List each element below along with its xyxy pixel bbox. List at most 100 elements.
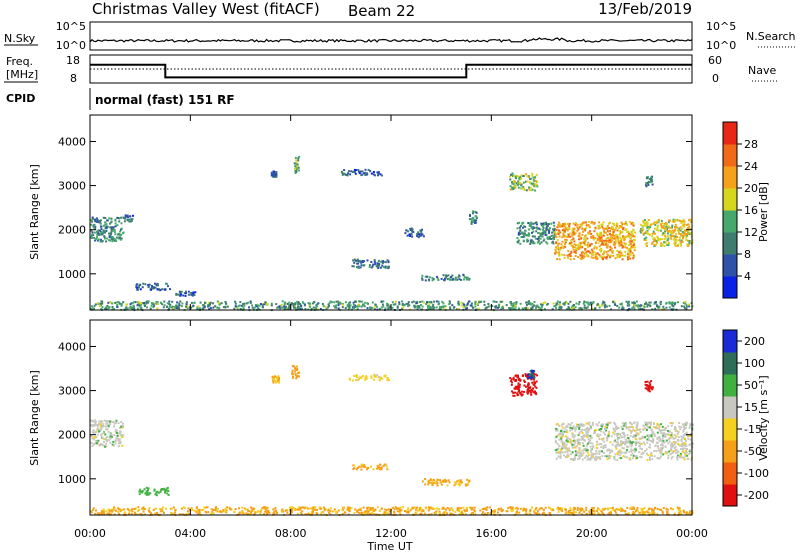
data-cell <box>564 238 566 241</box>
data-cell <box>272 175 275 178</box>
data-cell <box>362 506 365 509</box>
data-cell <box>608 456 611 459</box>
data-cell <box>181 513 184 516</box>
data-cell <box>523 379 526 382</box>
data-cell <box>143 302 146 304</box>
data-cell <box>531 172 534 175</box>
data-cell <box>558 254 561 257</box>
data-cell <box>280 303 283 306</box>
data-cell <box>281 306 284 309</box>
data-cell <box>591 302 594 305</box>
data-cell <box>216 300 219 303</box>
data-cell <box>411 235 414 238</box>
data-cell <box>532 176 535 179</box>
data-cell <box>630 230 633 233</box>
data-cell <box>670 457 673 460</box>
data-cell <box>506 510 509 513</box>
data-cell <box>656 427 659 430</box>
data-cell <box>568 228 571 230</box>
data-cell <box>203 306 206 309</box>
data-cell <box>546 236 549 239</box>
data-cell <box>647 435 650 438</box>
data-cell <box>407 301 410 304</box>
data-cell <box>628 252 631 255</box>
data-cell <box>684 233 687 236</box>
data-cell <box>513 175 515 178</box>
data-cell <box>585 238 587 241</box>
data-cell <box>472 306 475 309</box>
data-cell <box>386 379 389 382</box>
data-cell <box>294 508 296 511</box>
data-cell <box>656 305 658 308</box>
data-cell <box>247 301 250 304</box>
data-cell <box>372 173 375 176</box>
data-cell <box>116 434 119 437</box>
data-cell <box>515 374 518 377</box>
data-cell <box>150 288 153 291</box>
data-cell <box>532 391 535 394</box>
data-cell <box>119 238 122 241</box>
data-cell <box>579 424 582 427</box>
data-cell <box>422 235 425 238</box>
data-cell <box>102 224 105 227</box>
data-cell <box>622 235 625 238</box>
data-cell <box>140 302 143 304</box>
data-cell <box>661 222 664 225</box>
data-cell <box>651 388 654 391</box>
data-cell <box>446 278 449 281</box>
data-cell <box>552 228 555 231</box>
data-cell <box>616 438 619 441</box>
data-cell <box>126 303 128 306</box>
data-cell <box>659 229 662 232</box>
data-cell <box>681 450 684 453</box>
data-cell <box>363 171 366 174</box>
data-cell <box>381 303 384 306</box>
data-cell <box>654 307 657 310</box>
data-cell <box>607 432 610 435</box>
data-cell <box>364 466 367 468</box>
data-cell <box>532 387 535 390</box>
data-cell <box>682 430 685 433</box>
data-cell <box>185 290 188 293</box>
data-cell <box>680 426 683 429</box>
data-cell <box>536 241 539 244</box>
data-cell <box>299 308 302 310</box>
data-cell <box>676 456 678 459</box>
data-cell <box>620 302 623 305</box>
data-cell <box>352 265 355 268</box>
data-cell <box>623 235 626 238</box>
data-cell <box>272 381 275 384</box>
data-cell <box>616 444 619 447</box>
data-cell <box>642 436 645 439</box>
data-cell <box>645 452 648 455</box>
data-cell <box>600 238 603 241</box>
data-cell <box>571 451 574 454</box>
data-cell <box>354 304 356 307</box>
data-cell <box>556 442 559 445</box>
data-cell <box>105 225 108 228</box>
data-cell <box>530 377 533 379</box>
data-cell <box>468 480 471 482</box>
data-cell <box>620 244 623 247</box>
data-cell <box>573 246 576 249</box>
data-cell <box>262 306 264 309</box>
data-cell <box>618 444 621 447</box>
data-cell <box>133 307 136 310</box>
data-cell <box>578 426 581 428</box>
data-cell <box>150 304 153 307</box>
data-cell <box>689 435 691 438</box>
data-cell <box>384 374 387 377</box>
data-cell <box>590 456 593 459</box>
data-cell <box>376 467 379 470</box>
data-cell <box>90 219 93 222</box>
data-cell <box>95 442 98 445</box>
data-cell <box>357 170 360 173</box>
data-cell <box>450 512 453 515</box>
data-cell <box>428 276 431 279</box>
data-cell <box>292 507 295 510</box>
data-cell <box>671 226 674 229</box>
data-cell <box>591 506 594 509</box>
data-cell <box>249 300 252 303</box>
data-cell <box>599 424 602 427</box>
data-cell <box>517 382 520 385</box>
